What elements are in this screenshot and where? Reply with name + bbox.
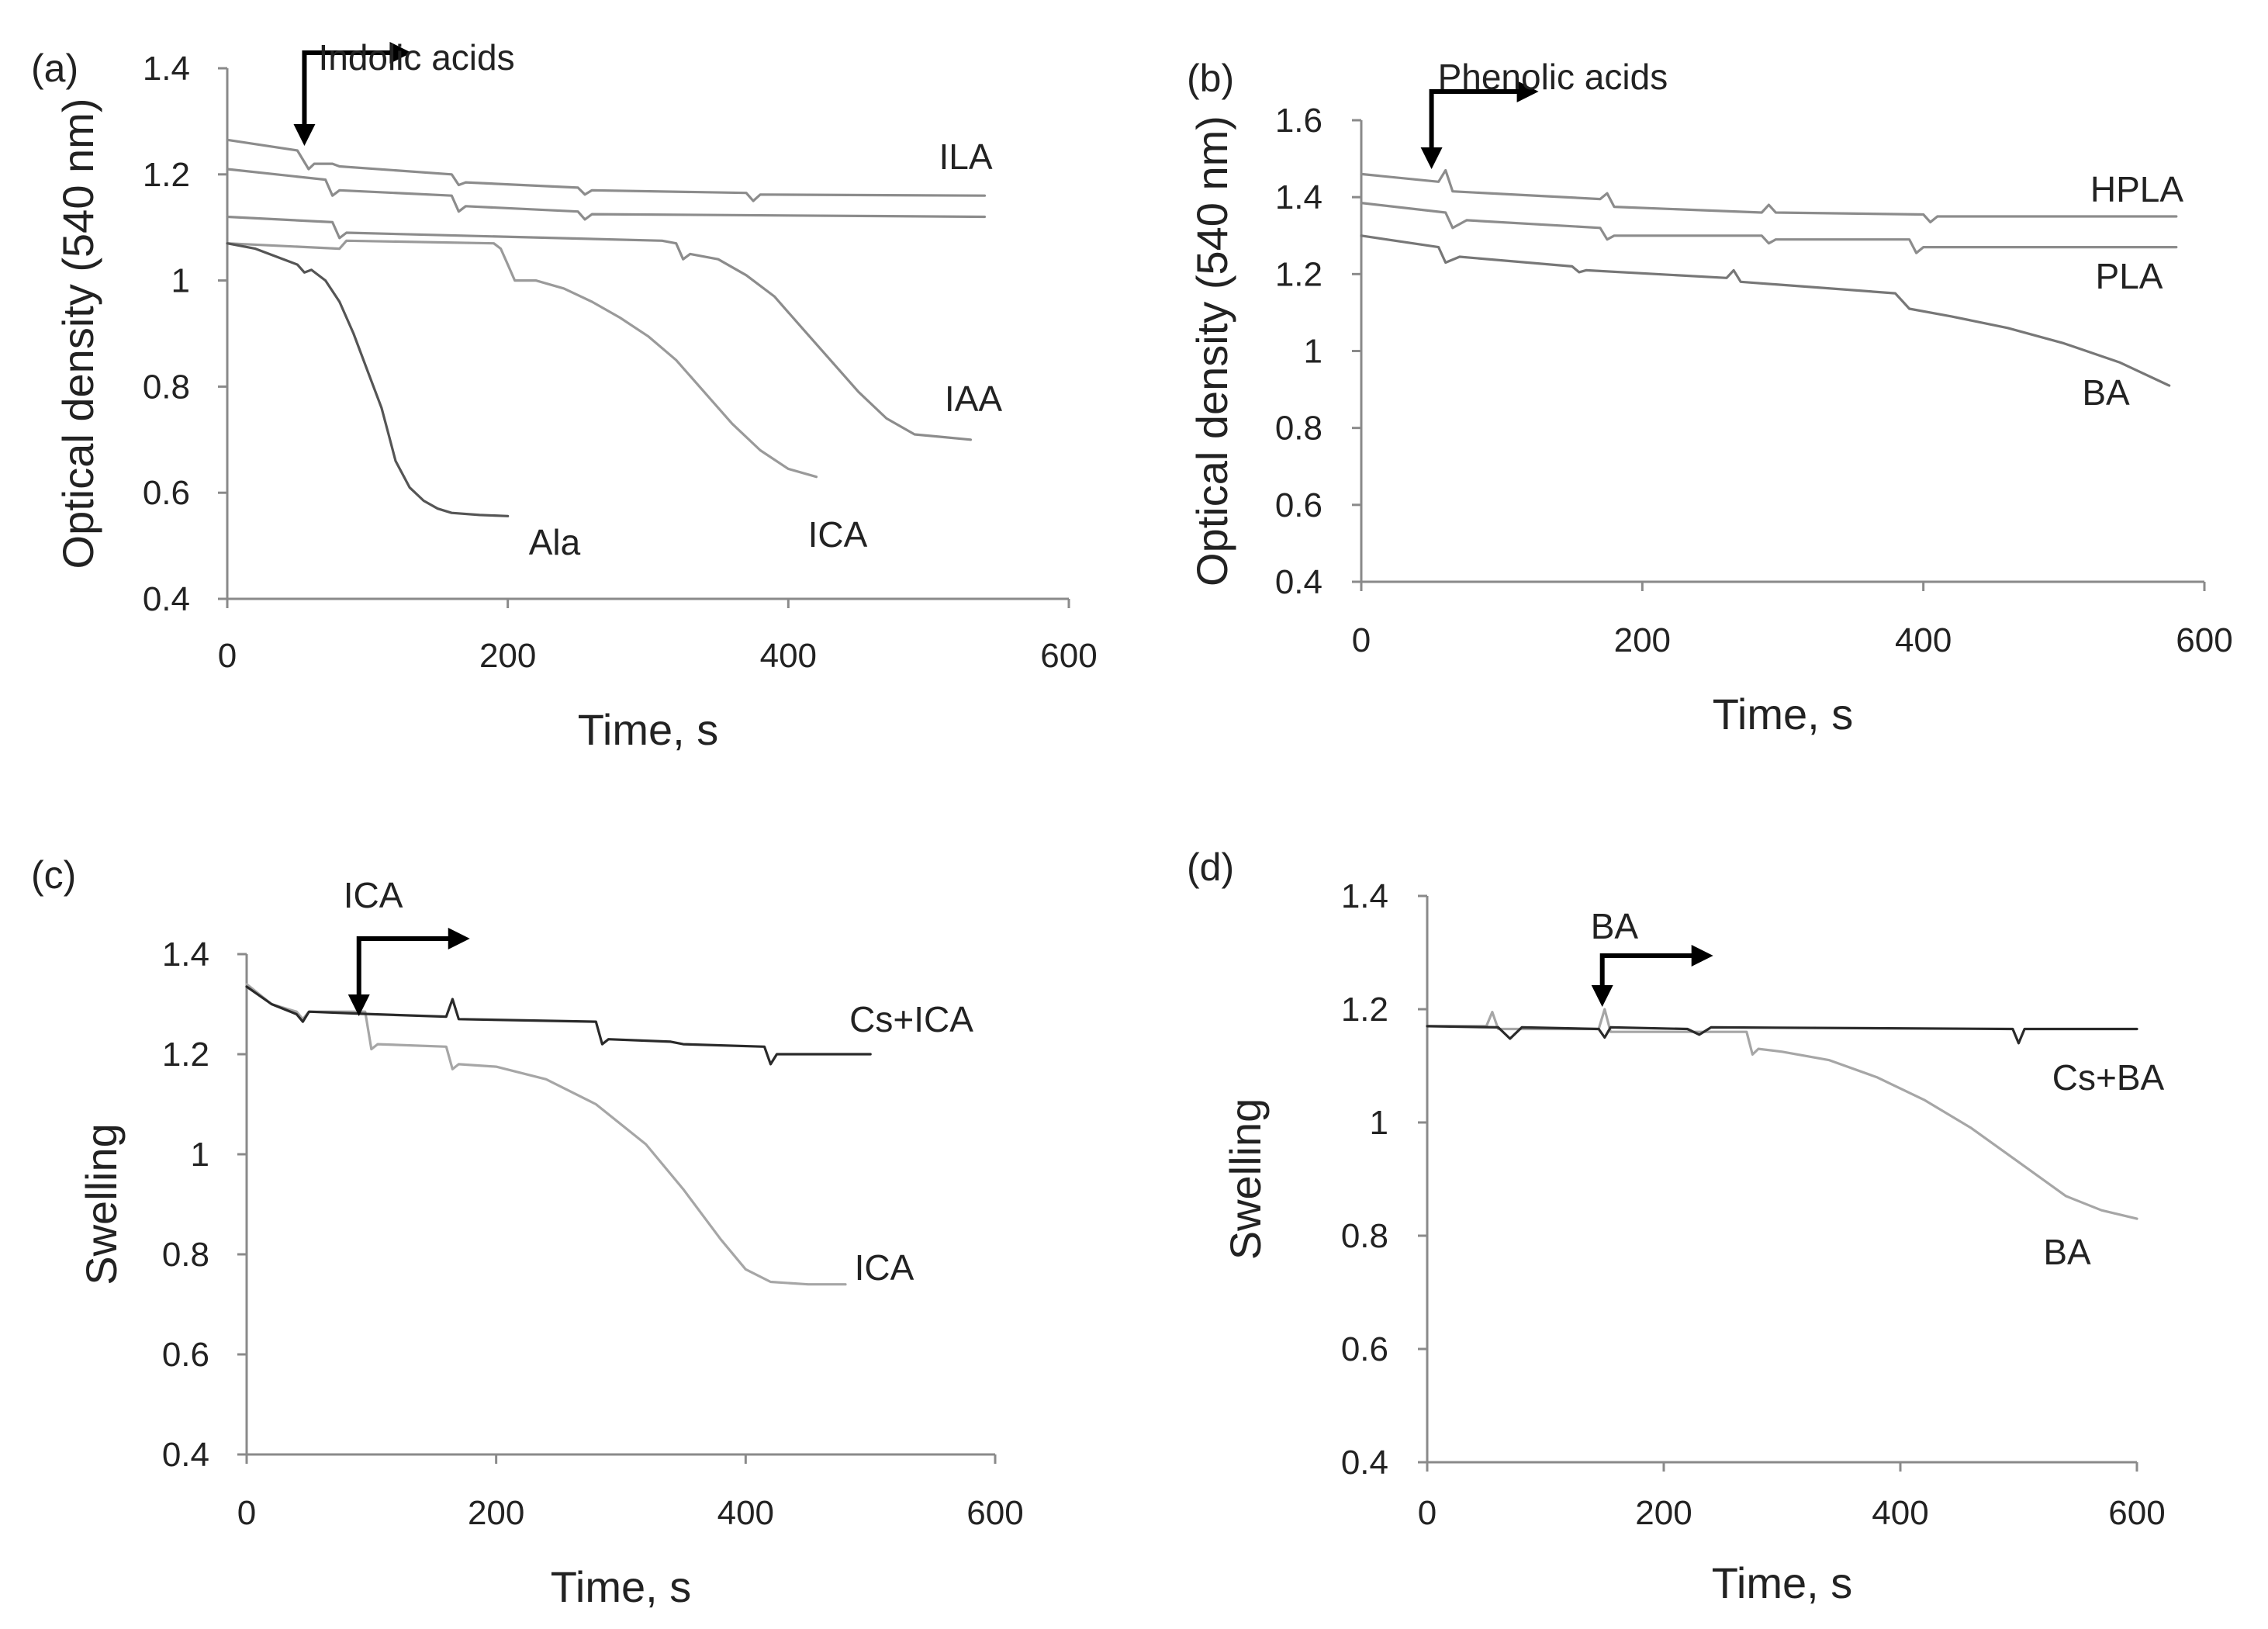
panel-b-y-tick-label: 0.4 [1275,563,1322,601]
panel-a-y-tick-label: 1.2 [143,156,190,194]
panel-d-y-tick-label: 0.6 [1341,1330,1388,1368]
panel-d-x-axis-label: Time, s [1712,1558,1852,1607]
panel-d-series-label: BA [2043,1232,2091,1272]
panel-a-series-iaa [226,215,973,441]
panel-d-x-tick-label: 400 [1872,1494,1928,1532]
panel-c-x-tick-label: 0 [237,1494,256,1532]
panel-a-y-tick-label: 0.4 [143,580,190,618]
panel-a-series-ala [226,242,510,517]
panel-a-y-tick-label: 0.6 [143,474,190,512]
panel-b-annotation: Phenolic acids [1438,57,1668,97]
panel-b-arrow-line [1429,89,1533,163]
panel-b-series-label: HPLA [2090,169,2183,209]
panel-a-y-tick-label: 1 [171,262,190,300]
panel-c-x-tick-label: 600 [966,1494,1023,1532]
panel-b-x-tick-label: 600 [2176,621,2232,659]
panel-a-arrow-line [302,50,406,140]
panel-a-arrow-right-head [389,42,412,64]
panel-d-y-tick-label: 1.4 [1341,877,1388,915]
panel-d-x-tick-label: 0 [1418,1494,1437,1532]
panel-a-arrow-down-head [293,124,316,146]
panel-b-arrow-right-head [1516,81,1539,102]
panel-a-series-ica [226,239,818,479]
panel-c-x-tick-label: 200 [468,1494,524,1532]
panel-c-y-tick-label: 1.4 [162,936,209,974]
panel-d-y-tick-label: 0.8 [1341,1217,1388,1255]
panel-b-y-tick-label: 1 [1304,333,1322,371]
panel-b-series-hpla [1360,168,2178,223]
panel-b-y-tick-label: 0.6 [1275,486,1322,524]
panel-a-series-label: ICA [808,514,868,555]
panel-c-y-tick-label: 0.6 [162,1336,209,1374]
panel-c-arrow-line [356,936,464,1010]
panel-b-series-label: PLA [2096,256,2163,296]
panel-c-x-axis-label: Time, s [551,1562,691,1611]
panel-a-series-ila [226,138,987,202]
panel-c-series-label: ICA [855,1247,914,1288]
panel-b-y-tick-label: 1.4 [1275,178,1322,216]
panel-d-arrow-right-head [1691,945,1713,967]
panel-c-annotation: ICA [344,875,403,915]
panel-b-y-tick-label: 0.8 [1275,410,1322,448]
panel-a-x-tick-label: 400 [760,637,817,675]
panel-b-series-ba [1360,234,2171,387]
panel-b-series-pla [1360,202,2178,254]
panel-d-label: (d) [1187,846,1234,889]
panel-a-x-axis-label: Time, s [578,705,718,754]
panel-c-label: (c) [31,853,76,897]
panel-c-series-cs-ica [245,985,872,1066]
panel-b-y-tick-label: 1.6 [1275,102,1322,140]
panel-b-x-axis-label: Time, s [1713,690,1853,738]
panel-b-series-label: BA [2082,372,2130,413]
panel-b-y-axis-label: Optical density (540 nm) [1188,116,1236,586]
panel-c-y-tick-label: 0.4 [162,1436,209,1474]
panel-d-y-tick-label: 1.2 [1341,991,1388,1029]
panel-c-y-tick-label: 1.2 [162,1036,209,1074]
panel-c-y-tick-label: 0.8 [162,1236,209,1274]
panel-d-series-label: Cs+BA [2052,1057,2165,1098]
panel-c-y-tick-label: 1 [191,1136,209,1174]
panel-a-series-label: ILA [939,137,992,177]
panel-a-y-tick-label: 0.8 [143,368,190,406]
panel-d-y-axis-label: Swelling [1221,1098,1270,1261]
panel-a-y-tick-label: 1.4 [143,50,190,88]
panel-d-arrow-down-head [1591,985,1613,1007]
panel-b-x-tick-label: 0 [1352,621,1371,659]
panel-c-x-tick-label: 400 [717,1494,774,1532]
panel-d-y-tick-label: 1 [1370,1104,1388,1142]
panel-d-series-cs-ba [1426,1025,2138,1045]
panel-a-x-tick-label: 0 [218,637,237,675]
panel-b-arrow-down-head [1420,147,1443,169]
panel-c-arrow-right-head [448,928,470,949]
panel-a-y-axis-label: Optical density (540 nm) [54,99,102,569]
panel-d-x-tick-label: 600 [2108,1494,2165,1532]
panel-d-y-tick-label: 0.4 [1341,1444,1388,1482]
panel-b-label: (b) [1187,57,1234,100]
panel-b-y-tick-label: 1.2 [1275,255,1322,293]
panel-d-annotation: BA [1591,906,1639,946]
panel-a-annotation: Indolic acids [318,37,514,78]
panel-a-x-tick-label: 200 [479,637,536,675]
panel-c-arrow-down-head [347,994,370,1016]
panel-a-series-hpla-like [226,168,987,221]
panel-a-x-tick-label: 600 [1040,637,1097,675]
panel-b-x-tick-label: 200 [1614,621,1671,659]
panel-b-x-tick-label: 400 [1895,621,1952,659]
panel-d-x-tick-label: 200 [1635,1494,1692,1532]
panel-a-series-label: IAA [945,379,1002,419]
panel-a-series-label: Ala [529,522,581,562]
panel-a-label: (a) [31,47,78,90]
panel-c-y-axis-label: Swelling [77,1123,126,1285]
panel-c-series-label: Cs+ICA [849,999,973,1039]
